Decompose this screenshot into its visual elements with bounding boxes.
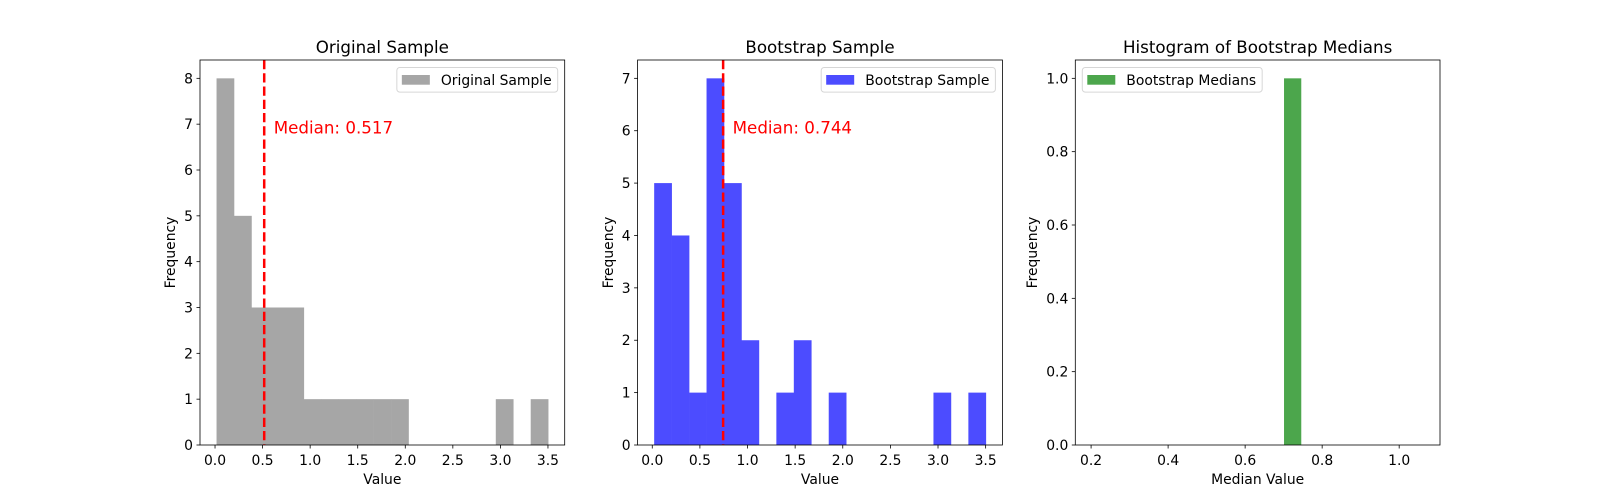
histogram-bar	[793, 340, 812, 445]
y-tick-label: 0	[184, 438, 193, 454]
y-tick-label: 7	[622, 71, 631, 87]
histogram-bar	[338, 399, 357, 445]
x-tick-label: 3.5	[537, 453, 559, 469]
chart-title: Original Sample	[316, 37, 449, 57]
histogram-bar	[530, 399, 549, 445]
x-tick-label: 1.0	[736, 453, 758, 469]
subplot-1: Median: 0.517 0.0 0.5 1.0 1.5 2.0 2.5 3.0 3.5 0 1 2…	[163, 37, 566, 488]
x-tick-label: 1.0	[299, 453, 321, 469]
histogram-bar	[741, 340, 760, 445]
x-tick-label: 0.2	[1080, 453, 1102, 469]
y-tick-label: 1	[622, 386, 631, 402]
y-tick-label: 3	[184, 301, 193, 317]
histogram-bar	[671, 235, 690, 445]
subplot-3: 0.2 0.4 0.6 0.8 1.0 0.0 0.2 0.4 0.6 0.8 1.0 Median …	[1025, 37, 1441, 488]
histogram-bar	[495, 399, 514, 445]
legend-box	[1081, 67, 1263, 93]
y-tick-label: 4	[184, 255, 193, 271]
x-tick-label: 0.5	[689, 453, 711, 469]
y-axis-label: Frequency	[1025, 217, 1041, 289]
y-tick-label: 1	[184, 392, 193, 408]
histogram-bar	[723, 183, 742, 445]
x-tick-label: 0.6	[1234, 453, 1256, 469]
x-tick-label: 3.0	[927, 453, 949, 469]
median-label: Median: 0.744	[733, 117, 852, 137]
axes-frame	[199, 59, 566, 446]
histogram-bar	[391, 399, 409, 445]
histogram-bar	[689, 392, 707, 445]
x-tick-label: 0.5	[252, 453, 274, 469]
axes-frame	[637, 59, 1003, 446]
y-tick-label: 3	[622, 281, 631, 297]
histogram-bar	[654, 183, 672, 445]
y-tick-label: 8	[184, 71, 193, 87]
histogram-bar	[776, 392, 795, 445]
y-tick-label: 6	[184, 163, 193, 179]
histogram-bar	[303, 399, 322, 445]
y-tick-label: 2	[184, 346, 193, 362]
x-tick-label: 0.4	[1157, 453, 1179, 469]
y-axis-label: Frequency	[601, 217, 617, 289]
y-tick-label: 1.0	[1046, 71, 1068, 87]
histogram-bar	[321, 399, 340, 445]
y-axis-label: Frequency	[163, 217, 179, 289]
histogram-bar	[373, 399, 392, 445]
legend: Original Sample	[396, 67, 559, 93]
x-axis-label: Value	[363, 472, 401, 488]
histogram-bar	[968, 392, 987, 445]
y-tick-label: 0.6	[1046, 218, 1068, 234]
histogram-bar	[234, 215, 252, 445]
y-tick-label: 0	[622, 438, 631, 454]
histogram-bar	[268, 307, 287, 445]
y-tick-label: 5	[622, 176, 631, 192]
y-tick-label: 0.0	[1046, 438, 1068, 454]
histogram-bar	[286, 307, 305, 445]
x-tick-label: 3.5	[975, 453, 997, 469]
median-label: Median: 0.517	[274, 117, 393, 137]
x-tick-label: 0.8	[1311, 453, 1333, 469]
subplot-2: Median: 0.744 0.0 0.5 1.0 1.5 2.0 2.5 3.0 3.5 0 1 2…	[601, 37, 1003, 488]
x-tick-label: 3.0	[489, 453, 511, 469]
x-tick-label: 0.0	[641, 453, 663, 469]
histogram-bar	[216, 78, 235, 445]
y-tick-label: 0.2	[1046, 365, 1068, 381]
legend-label: Bootstrap Sample	[865, 73, 989, 89]
histogram-bar	[1284, 78, 1302, 445]
y-tick-label: 0.4	[1046, 291, 1068, 307]
histogram-bar	[933, 392, 952, 445]
x-axis-label: Median Value	[1211, 472, 1304, 488]
x-tick-label: 2.0	[832, 453, 854, 469]
legend-swatch	[826, 75, 855, 85]
histogram-bar	[356, 399, 374, 445]
legend-box	[820, 67, 996, 93]
x-tick-label: 1.0	[1388, 453, 1410, 469]
x-tick-label: 0.0	[204, 453, 226, 469]
chart-title: Histogram of Bootstrap Medians	[1123, 37, 1392, 57]
x-axis-label: Value	[801, 472, 839, 488]
y-tick-label: 4	[622, 228, 631, 244]
x-tick-label: 1.5	[347, 453, 369, 469]
legend-label: Bootstrap Medians	[1126, 73, 1256, 89]
y-tick-label: 0.8	[1046, 145, 1068, 161]
y-tick-label: 2	[622, 333, 631, 349]
histogram-bar	[251, 307, 270, 445]
y-tick-label: 5	[184, 209, 193, 225]
x-tick-label: 1.5	[784, 453, 806, 469]
axes-frame	[1074, 59, 1441, 446]
legend-swatch	[401, 75, 430, 85]
legend-box	[396, 67, 559, 93]
chart-title: Bootstrap Sample	[745, 37, 894, 57]
x-tick-label: 2.0	[394, 453, 416, 469]
x-tick-label: 2.5	[879, 453, 901, 469]
legend: Bootstrap Medians	[1081, 67, 1263, 93]
legend-swatch	[1087, 75, 1116, 85]
legend-label: Original Sample	[441, 73, 552, 89]
legend: Bootstrap Sample	[820, 67, 996, 93]
y-tick-label: 6	[622, 124, 631, 140]
histogram-bar	[706, 78, 725, 445]
x-tick-label: 2.5	[442, 453, 464, 469]
histogram-bar	[828, 392, 847, 445]
y-tick-label: 7	[184, 117, 193, 133]
